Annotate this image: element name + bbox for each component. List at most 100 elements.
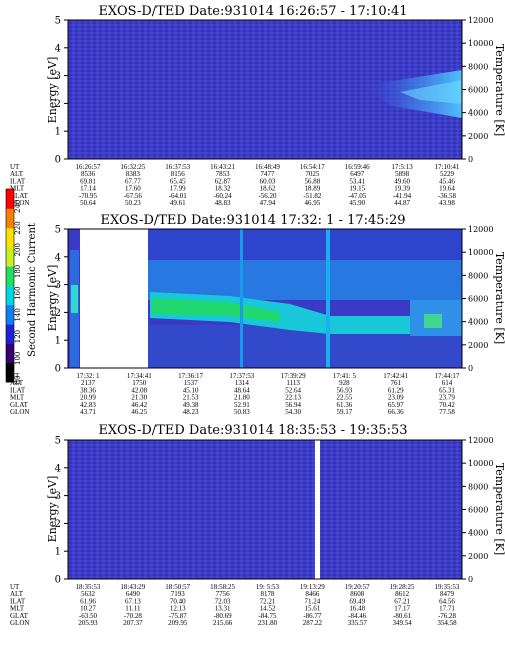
panel3-table-cell: 16.48 [349, 605, 365, 613]
panel2-row-label: GLON [10, 408, 29, 416]
panel1-ytick-label: 3 [55, 71, 61, 82]
panel1-table-cell: 16:59:46 [345, 163, 370, 171]
panel3-data-gap [315, 440, 320, 579]
panel1-table-cell: 44.87 [394, 199, 410, 207]
panel1-table-cell: 49.61 [170, 199, 186, 207]
colorbar-segment [6, 189, 14, 209]
colorbar-segment [6, 227, 14, 248]
colorbar-segment [6, 362, 14, 383]
panel2-row-label: GLAT [10, 401, 29, 409]
panel3-row-label: ALT [10, 590, 24, 598]
panel1-table-cell: -60.24 [214, 192, 233, 200]
panel3-table-cell: 17.71 [439, 605, 455, 613]
panel1-table-cell: 19.39 [394, 185, 410, 193]
panel3-table-cell: 5632 [81, 590, 96, 598]
panel3-table-cell: 7756 [216, 590, 231, 598]
panel2-y2tick-label: 6000 [468, 295, 488, 304]
panel3-table-cell: 17.17 [394, 605, 410, 613]
colorbar-tick-label: 100 [14, 352, 22, 365]
panel1-table-cell: 67.77 [125, 177, 141, 185]
panel3-table-cell: 18:35:53 [76, 583, 101, 591]
panel1-table-cell: 5229 [440, 170, 455, 178]
colorbar-segment [6, 285, 14, 306]
panel2-table-cell: 21.53 [183, 394, 199, 402]
panel2-data-gap [80, 229, 148, 368]
panel1-table-cell: 69.81 [80, 177, 96, 185]
panel3-table-cell: 70.40 [170, 597, 186, 605]
panel1-table-cell: 16:37:53 [165, 163, 190, 171]
panel1-row-label: GLON [10, 199, 29, 207]
panel1-y2tick-label: 10000 [468, 39, 493, 48]
panel2-table-cell: 42.83 [80, 401, 96, 409]
panel3-row-label: GLON [10, 619, 29, 627]
panel2-table-cell: 22.55 [337, 394, 353, 402]
panel3-table-cell: 72.03 [215, 597, 231, 605]
panel3-y2tick-label: 2000 [468, 552, 488, 561]
panel1-row-label: MLT [10, 185, 25, 193]
panel2-table-cell: 46.25 [131, 408, 147, 416]
panel3-table-cell: -80.69 [214, 612, 233, 620]
panel1-plume-core [400, 80, 462, 104]
panel1-table-cell: 19.64 [439, 185, 455, 193]
panel1-heatmap [67, 19, 463, 160]
panel1-table-cell: 43.98 [439, 199, 455, 207]
panel1-table-cell: -70.95 [79, 192, 98, 200]
panel1-table-cell: 16:54:17 [300, 163, 325, 171]
panel1-row-label: UT [10, 163, 20, 171]
panel1-table-cell: 17.99 [170, 185, 186, 193]
panel3-table-cell: 335.57 [348, 619, 368, 627]
panel2-y2tick-label: 10000 [468, 248, 493, 257]
panel3-y2tick-label: 8000 [468, 482, 488, 491]
panel3-table-cell: 8608 [350, 590, 365, 598]
colorbar-segment [6, 246, 14, 267]
colorbar-segment [6, 304, 14, 325]
panel2-row-label: MLT [10, 394, 25, 402]
panel2-left-edge-core [71, 285, 78, 313]
panel3-row-label: UT [10, 583, 20, 591]
panel1-table-cell: -64.01 [169, 192, 188, 200]
panel2-table-cell: 1314 [235, 379, 250, 387]
panel1-table-cell: 8383 [126, 170, 141, 178]
panel1-y2tick-label: 4000 [468, 109, 488, 118]
panel2-table-cell: 48.23 [183, 408, 199, 416]
panel3-y2tick-label: 10000 [468, 459, 493, 468]
panel2-table-cell: 49.38 [183, 401, 199, 409]
colorbar-frame [5, 188, 15, 383]
panel1-table-cell: 18.32 [215, 185, 231, 193]
panel3-table-cell: 209.95 [168, 619, 188, 627]
panel1-y2tick-label: 8000 [468, 62, 488, 71]
panel3-row-label: ILAT [10, 597, 26, 605]
panel1-table-cell: 50.23 [125, 199, 141, 207]
panel3-table-cell: 231.80 [258, 619, 278, 627]
panel3-table-cell: 19:28:25 [390, 583, 415, 591]
colorbar-tick-label: 200 [14, 243, 22, 256]
panel3-table-cell: 19: 5:53 [256, 583, 280, 591]
panel3-table-cell: 207.37 [123, 619, 143, 627]
panel2-spike-b [326, 229, 330, 368]
panel3-table-cell: 215.66 [213, 619, 233, 627]
panel3-table-cell: -84.75 [258, 612, 277, 620]
panel2-table-cell: 54.30 [285, 408, 301, 416]
panel1-table-cell: -47.05 [348, 192, 367, 200]
panel2-mid-band [148, 260, 462, 300]
panel2-ytick-label: 3 [55, 280, 61, 291]
panel1-table-cell: -56.20 [258, 192, 277, 200]
panel2-table-cell: 17:34:41 [127, 372, 152, 380]
panel1-table-cell: 49.60 [394, 177, 410, 185]
panel3-y2tick-label: 6000 [468, 506, 488, 515]
panel2-ylabel: Energy [eV] [46, 265, 59, 332]
colorbar-tick-label: 240 [14, 200, 22, 213]
panel2-table-cell: 52.64 [285, 386, 301, 394]
panel2-spike-a [240, 229, 243, 368]
panel2-table-cell: 928 [339, 379, 350, 387]
panel1-ytick-label: 4 [55, 43, 61, 54]
panel3-ytick-label: 5 [55, 436, 61, 447]
panel3-table-cell: 18:50:57 [165, 583, 190, 591]
panel3-table-cell: 354.58 [437, 619, 457, 627]
panel3-table-cell: 67.13 [125, 597, 141, 605]
panel1-table-cell: 19.15 [349, 185, 365, 193]
panel3-row-label: MLT [10, 605, 25, 613]
panel2-table-cell: 65.31 [439, 386, 455, 394]
panel1-table-cell: -67.56 [124, 192, 143, 200]
panel1-table-cell: 17:10:41 [435, 163, 460, 171]
